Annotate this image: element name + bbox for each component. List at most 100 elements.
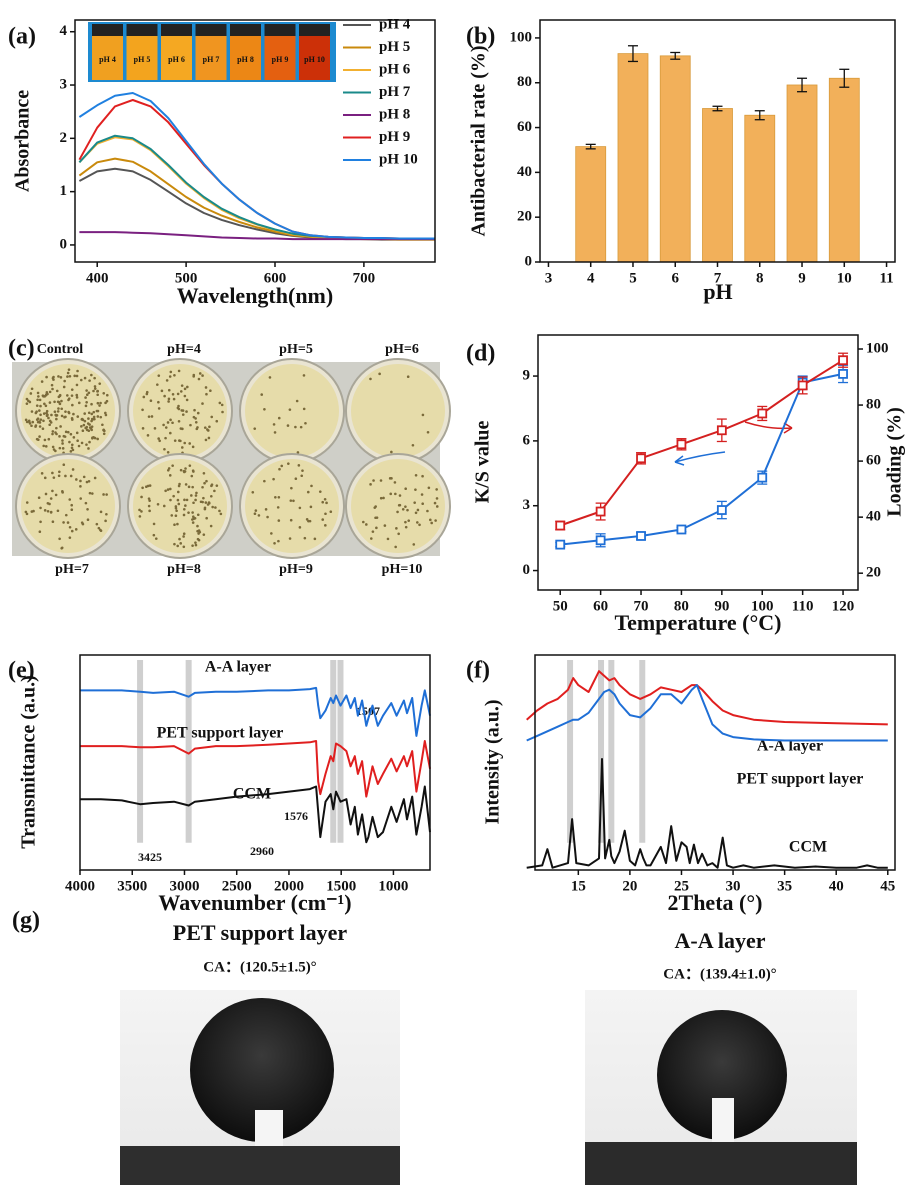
colony [77,401,81,405]
colony [36,417,40,420]
plot-frame [74,19,436,263]
colony [60,407,64,411]
colony [76,439,79,443]
vial-label: pH 7 [203,55,220,64]
colony [55,426,58,430]
vial-cap [92,24,123,36]
colony [169,498,172,502]
vial-label: pH 6 [168,55,185,64]
agar [245,364,339,458]
x-tick-label: 700 [353,270,376,286]
colony [58,470,61,474]
colony [219,512,223,516]
colony [176,498,180,502]
series-label: A-A layer [205,659,271,676]
y-tick-label: 100 [510,29,533,45]
colony [166,421,170,424]
colony [390,477,393,480]
plate-label: pH=7 [55,562,89,577]
colony [157,437,160,440]
x-tick-label: 70 [634,598,649,614]
colony [84,501,88,505]
colony [25,501,29,504]
colony [175,509,178,513]
colony [102,392,106,395]
colony [299,425,303,429]
colony [60,414,64,418]
colony [375,516,379,519]
colony [286,424,290,427]
colony [90,425,94,428]
y2-tick-label: 80 [866,396,881,412]
colony [93,476,97,480]
y-tick-label: 1 [60,183,68,199]
colony [75,478,78,481]
x-tick-label: 7 [714,270,722,286]
colony [71,448,75,452]
colony [153,427,157,430]
bar [828,77,860,263]
marker [716,505,727,515]
colony [193,517,197,520]
colony [394,545,397,549]
plot-frame [79,654,431,871]
colony [421,474,424,478]
colony [76,415,80,418]
colony [91,492,94,495]
colony [221,410,224,414]
colony [373,506,377,509]
colony [71,468,75,471]
series-line [78,167,435,241]
colony [321,500,325,504]
x-tick-label: 50 [553,598,568,614]
series-line [526,684,888,742]
colony [182,513,186,517]
vial [264,36,296,80]
colony [386,537,390,541]
colony [416,508,420,512]
colony [177,407,181,411]
colony [197,377,201,381]
colony [142,395,146,399]
colony [182,535,185,538]
legend-label: pH 4 [379,16,411,32]
colony [191,511,194,514]
colony [198,372,202,375]
inset-photo: pH 4 pH 5 pH 6 pH 7 pH 8 pH 9 pH 10 [88,22,336,82]
colony [40,472,44,475]
colony [45,414,49,418]
marker [595,506,606,517]
colony [55,389,59,393]
colony [174,505,178,508]
x-axis-label: 2Theta (°) [668,890,763,915]
colony [140,495,143,499]
colony [164,489,167,493]
colony [68,536,72,539]
colony [407,519,411,522]
colony [321,518,325,521]
colony [162,423,165,427]
contact-angle-photo [120,990,400,1185]
colony [192,515,195,519]
colony [67,411,71,415]
colony [66,375,69,378]
colony [306,490,310,494]
arrow-head [674,455,685,466]
colony [84,404,88,408]
colony [48,423,51,427]
colony [25,402,29,405]
colony [209,389,212,393]
colony [406,375,410,379]
colony [191,521,195,524]
petri-dish [15,358,121,464]
colony [204,501,208,504]
x-tick-label: 40 [829,878,844,894]
colony [179,439,182,443]
band [330,660,337,843]
colony [165,379,169,382]
colony [168,375,172,378]
petri-dish [239,358,345,464]
colony [96,437,99,441]
band [608,660,615,843]
colony [168,474,172,477]
